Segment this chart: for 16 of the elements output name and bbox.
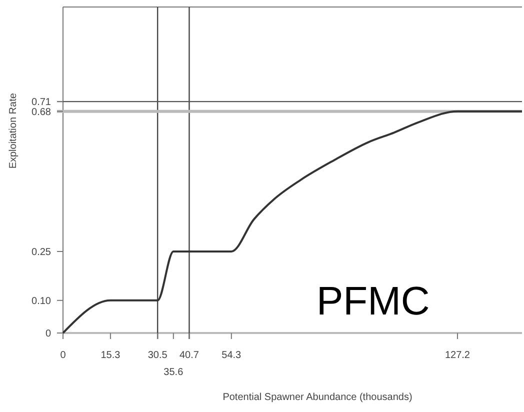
x-axis-title: Potential Spawner Abundance (thousands) [222,392,412,403]
y-tick-label: 0.25 [32,247,52,258]
x-tick-label: 40.7 [179,350,200,361]
y-tick-label: 0.10 [32,296,52,307]
annotation: PFMC [316,279,430,324]
y-tick-label: 0.71 [32,97,52,108]
y-tick-label: 0 [45,328,52,340]
y-axis-title: Exploitation Rate [8,92,19,169]
text: 35.6 [164,367,184,378]
x-tick-label: 15.3 [100,350,121,361]
x-tick-label: 127.2 [444,350,470,361]
x-tick-label: 30.5 [148,350,168,361]
y-tick-label: 0.68 [32,106,52,118]
x-tick-label: 0 [60,350,66,361]
x-tick-label: 54.3 [222,350,242,361]
line-series [62,110,523,334]
